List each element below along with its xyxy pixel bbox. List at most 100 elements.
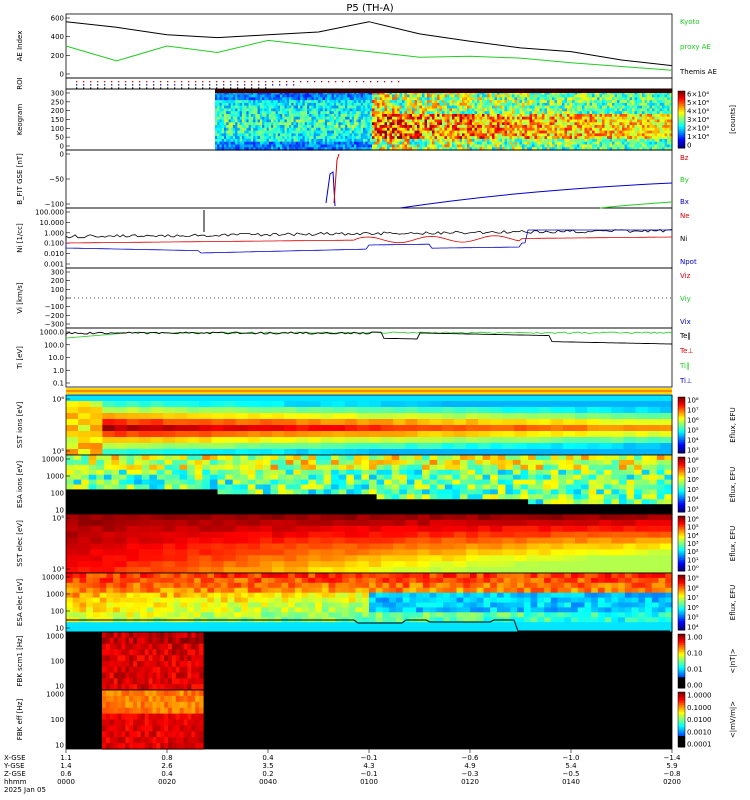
keogram-left-cell [277,97,281,101]
keogram-right-cell [614,125,618,129]
keogram-right-cell [502,144,506,148]
keogram-right-cell [547,130,551,134]
keogram-right-cell [482,97,486,101]
keogram-right-cell [389,111,393,115]
sst-ion-cell [502,401,515,408]
keogram-left-cell [226,133,229,137]
keogram-right-cell [382,91,386,96]
keogram-left-cell [363,119,366,123]
keogram-left-cell [282,130,286,134]
sst-ion-cell [575,425,588,432]
keogram-left-cell [228,138,232,143]
keogram-left-cell [284,141,288,146]
keogram-right-cell [462,102,466,107]
keogram-left-cell [232,94,236,98]
keogram-left-cell [226,122,229,126]
keogram-left-cell [363,125,366,129]
keogram-right-cell [434,94,438,98]
keogram-right-cell [664,136,668,140]
keogram-left-cell [363,127,366,132]
keogram-right-cell [577,116,581,121]
sst-ion-cell [502,449,515,456]
keogram-right-cell [564,127,568,132]
keogram-right-cell [477,136,481,140]
keogram-left-cell [356,147,360,151]
keogram-right-cell [639,125,643,129]
keogram-right-cell [474,147,478,151]
keogram-right-cell [372,136,376,140]
keogram-right-cell [382,144,386,148]
colorbar-cell [678,411,685,415]
keogram-left-cell [309,111,312,115]
keogram-left-cell [219,125,223,129]
keogram-right-cell [459,111,463,115]
keogram-right-cell [487,119,491,123]
sst-ion-cell [223,437,237,444]
keogram-right-cell [492,136,496,140]
keogram-right-cell [494,114,498,118]
roi-dot [188,81,190,83]
keogram-right-cell [572,147,576,151]
keogram-right-cell [487,138,491,143]
keogram-left-cell [259,130,263,134]
keogram-left-cell [275,100,279,104]
keogram-right-cell [437,138,441,143]
keogram-right-cell [602,102,606,107]
keogram-right-cell [594,144,598,148]
keogram-right-cell [429,127,433,132]
keogram-right-cell [492,141,496,146]
keogram-left-cell [304,91,308,96]
keogram-right-cell [467,144,471,148]
keogram-right-cell [664,108,668,112]
keogram-right-cell [594,114,598,118]
keogram-right-cell [457,133,461,137]
keogram-right-cell [482,108,486,112]
keogram-left-cell [291,136,295,140]
keogram-right-cell [384,100,388,104]
keogram-right-cell [497,138,501,143]
keogram-right-cell [532,94,536,98]
roi-dot [132,81,134,83]
sst-ion-cell [344,419,358,426]
keogram-left-cell [266,122,270,126]
keogram-left-cell [257,105,261,109]
keogram-right-cell [602,136,606,140]
keogram-right-cell [447,105,451,109]
keogram-left-cell [354,119,357,123]
keogram-right-cell [489,144,493,148]
keogram-left-cell [358,141,362,146]
keogram-right-cell [437,130,441,134]
keogram-left-cell [322,111,326,115]
keogram-left-cell [259,91,263,96]
keogram-left-cell [309,102,312,107]
keogram-right-cell [627,144,631,148]
keogram-right-cell [517,144,521,148]
keogram-right-cell [597,97,601,101]
keogram-left-cell [221,136,225,140]
keogram-left-cell [313,91,317,96]
keogram-right-cell [487,125,491,129]
keogram-right-cell [537,133,541,137]
keogram-right-cell [462,111,466,115]
keogram-right-cell [397,94,401,98]
keogram-left-cell [298,102,301,107]
keogram-left-cell [342,100,346,104]
keogram-left-cell [324,114,328,118]
keogram-right-cell [484,100,488,104]
keogram-right-cell [442,94,446,98]
keogram-right-cell [444,100,448,104]
keogram-left-cell [284,122,288,126]
keogram-left-cell [298,116,301,121]
keogram-right-cell [484,119,488,123]
sst-ion-cell [562,449,576,456]
keogram-left-cell [309,144,312,148]
sst-ion-cell [502,419,515,426]
keogram-right-cell [627,136,631,140]
roi-dot [216,84,218,86]
keogram-left-cell [259,133,263,137]
keogram-left-cell [363,108,366,112]
keogram-left-cell [298,141,301,146]
keogram-left-cell [358,116,362,121]
keogram-left-cell [248,147,252,151]
keogram-right-cell [552,97,556,101]
